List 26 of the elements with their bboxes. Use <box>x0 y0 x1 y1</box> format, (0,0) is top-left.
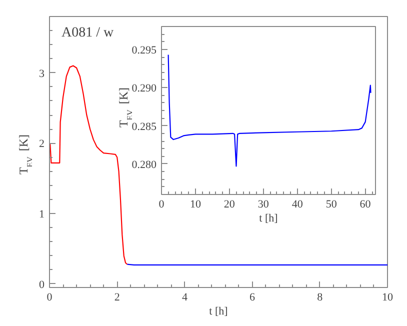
x-tick-label: 2 <box>114 292 120 304</box>
y-tick-label: 0.290 <box>132 82 157 95</box>
x-tick-label: 6 <box>250 292 256 304</box>
y-tick-label: 0.285 <box>132 120 157 133</box>
x-tick-label: 40 <box>292 198 304 210</box>
x-tick-label: 50 <box>326 198 338 210</box>
y-tick-label: 3 <box>39 68 45 80</box>
x-axis-title: t [h] <box>259 212 278 224</box>
x-tick-label: 4 <box>182 292 188 304</box>
y-tick-label: 2 <box>39 138 44 150</box>
y-tick-label: 0 <box>39 278 45 291</box>
x-axis-title: t [h] <box>209 306 228 318</box>
x-tick-label: 30 <box>258 198 270 210</box>
line-series <box>50 65 128 265</box>
x-tick-label: 10 <box>382 292 394 304</box>
x-tick-label: 10 <box>190 198 202 210</box>
x-tick-label: 60 <box>360 198 372 210</box>
x-tick-label: 20 <box>224 198 236 210</box>
y-tick-label: 0.295 <box>132 44 157 56</box>
y-tick-label: 0.280 <box>132 158 157 171</box>
x-tick-label: 0 <box>46 292 53 304</box>
x-tick-label: 8 <box>317 292 324 304</box>
line-series <box>168 54 372 167</box>
text: A081 / w <box>62 26 114 40</box>
y-tick-label: 1 <box>39 208 44 221</box>
x-tick-label: 0 <box>158 198 165 210</box>
